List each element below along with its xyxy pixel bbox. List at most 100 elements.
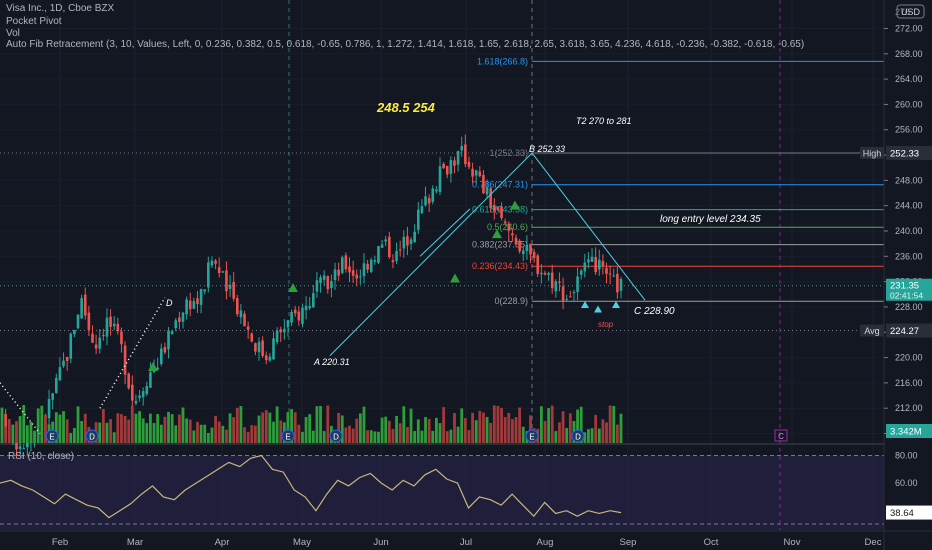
split-marker-box	[774, 429, 788, 442]
candle-body	[529, 243, 532, 255]
candle-body	[94, 344, 98, 349]
candle-body	[304, 305, 308, 311]
volume-bar	[348, 425, 351, 443]
volume-bar	[326, 405, 330, 443]
volume-bar	[159, 424, 163, 443]
candle-body	[203, 289, 207, 292]
candle-body	[583, 262, 587, 272]
volume-bar	[590, 428, 594, 443]
candle-body	[616, 273, 619, 293]
volume-bar	[15, 421, 18, 443]
candle-body	[58, 367, 62, 381]
candle-body	[384, 239, 388, 242]
volume-bar	[550, 405, 554, 443]
legend-symbol[interactable]: Visa Inc., 1D, Cboe BZX	[6, 3, 115, 14]
candle-body	[576, 276, 579, 292]
candle-body	[489, 188, 492, 208]
volume-bar	[427, 418, 431, 443]
candle-body	[163, 347, 167, 353]
candle-body	[257, 341, 261, 353]
legend-auto-fib[interactable]: Auto Fib Retracement (3, 10, Values, Lef…	[6, 39, 805, 50]
volume-bar	[463, 418, 467, 443]
candle-body	[98, 337, 102, 349]
volume-bar	[416, 419, 420, 443]
volume-bar	[420, 430, 424, 443]
rsi-tick-label-1: 60.00	[895, 478, 918, 488]
event-marker-letter: E	[285, 433, 290, 442]
candle-body	[496, 207, 500, 211]
volume-bar	[123, 415, 127, 443]
candle-body	[312, 293, 315, 308]
volume-bar	[120, 414, 123, 443]
volume-bar	[261, 412, 265, 443]
candle-body	[196, 298, 199, 305]
volume-bar	[7, 419, 11, 443]
pocket-pivot-triangle	[148, 362, 158, 372]
time-tick-label-3: May	[293, 537, 311, 548]
candle-body	[301, 307, 304, 324]
candle-body	[315, 280, 319, 292]
volume-bar	[101, 409, 105, 443]
candle-body	[283, 328, 286, 333]
volume-bar	[413, 431, 417, 443]
volume-tag-bg	[886, 424, 932, 438]
candle-body	[608, 273, 612, 275]
candle-body	[348, 266, 351, 273]
volume-bar	[539, 406, 543, 443]
legend-pocket-pivot[interactable]: Pocket Pivot	[6, 16, 62, 27]
volume-bar	[500, 407, 503, 443]
rsi-tag-bg	[886, 505, 932, 520]
time-tick-label-1: Mar	[127, 537, 143, 548]
candle-body	[507, 223, 511, 231]
candle-body	[109, 316, 112, 327]
legend-volume[interactable]: Vol	[6, 28, 20, 39]
legend-rsi[interactable]: RSI (10, close)	[8, 451, 75, 462]
candle-body	[4, 413, 7, 434]
candle-body	[293, 309, 297, 314]
volume-bar	[188, 419, 192, 443]
rsi-band	[0, 455, 884, 530]
candle-body	[362, 263, 366, 277]
currency-badge-box	[896, 4, 925, 19]
volume-bar	[467, 430, 471, 443]
candle-body	[214, 260, 217, 264]
event-marker-letter: D	[89, 433, 95, 442]
low-marker-triangle	[594, 305, 602, 313]
candle-body	[26, 442, 29, 448]
candle-body	[359, 276, 362, 278]
candle-body	[330, 281, 333, 289]
candle-body	[156, 367, 159, 370]
countdown-value: 02:41:54	[890, 291, 923, 301]
event-marker-letter: D	[333, 433, 339, 442]
volume-bar	[612, 405, 616, 443]
pattern-line-ab	[329, 152, 533, 356]
volume-bar	[225, 429, 228, 443]
candle-body	[369, 259, 373, 272]
candle-body	[221, 271, 225, 273]
candle-body	[427, 198, 431, 204]
volume-bar	[340, 415, 344, 443]
candle-body	[188, 300, 192, 310]
volume-bar	[558, 422, 561, 443]
candle-body	[355, 274, 359, 279]
candle-body	[185, 299, 188, 315]
pocket-pivot-triangle	[288, 282, 298, 292]
candle-body	[297, 311, 301, 321]
candle-body	[181, 312, 185, 322]
high-tag-bg	[886, 145, 932, 160]
volume-bar	[297, 424, 301, 443]
volume-bar	[576, 409, 579, 443]
volume-bar	[185, 418, 189, 443]
rsi-tick-label-2: 80.00	[895, 451, 918, 461]
price-tick-label-9: 244.00	[895, 201, 923, 211]
volume-bar	[482, 412, 485, 443]
candle-body	[406, 236, 409, 246]
candle-body	[149, 372, 152, 388]
volume-bar	[503, 417, 507, 443]
volume-bar	[246, 431, 250, 443]
candle-body	[344, 255, 348, 270]
candle-body	[590, 256, 594, 262]
candle-body	[605, 268, 608, 274]
candle-body	[167, 330, 170, 350]
